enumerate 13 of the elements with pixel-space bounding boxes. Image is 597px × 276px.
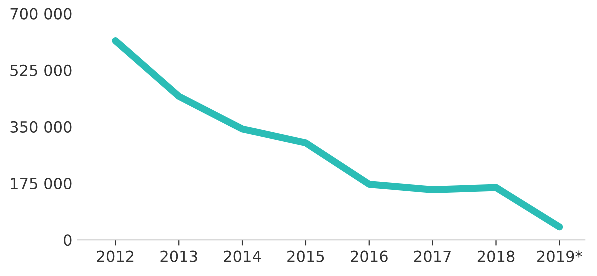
y-tick-label: 175 000 — [11, 178, 72, 190]
y-tick-label: 700 000 — [10, 8, 72, 20]
x-tick-label: 2019* — [538, 250, 582, 262]
y-tick-label: 350 000 — [10, 121, 72, 133]
x-tick-label: 2017 — [414, 250, 451, 262]
y-tick-label: 525 000 — [10, 64, 72, 76]
x-tick-label: 2016 — [351, 250, 388, 262]
x-tick-label: 2018 — [478, 250, 515, 262]
x-tick-label: 2013 — [160, 250, 198, 262]
x-tick-label: 2012 — [97, 250, 134, 262]
y-tick-label: 0 — [64, 234, 72, 246]
x-tick-label: 2014 — [224, 250, 262, 262]
x-tick-label: 2015 — [288, 250, 324, 262]
